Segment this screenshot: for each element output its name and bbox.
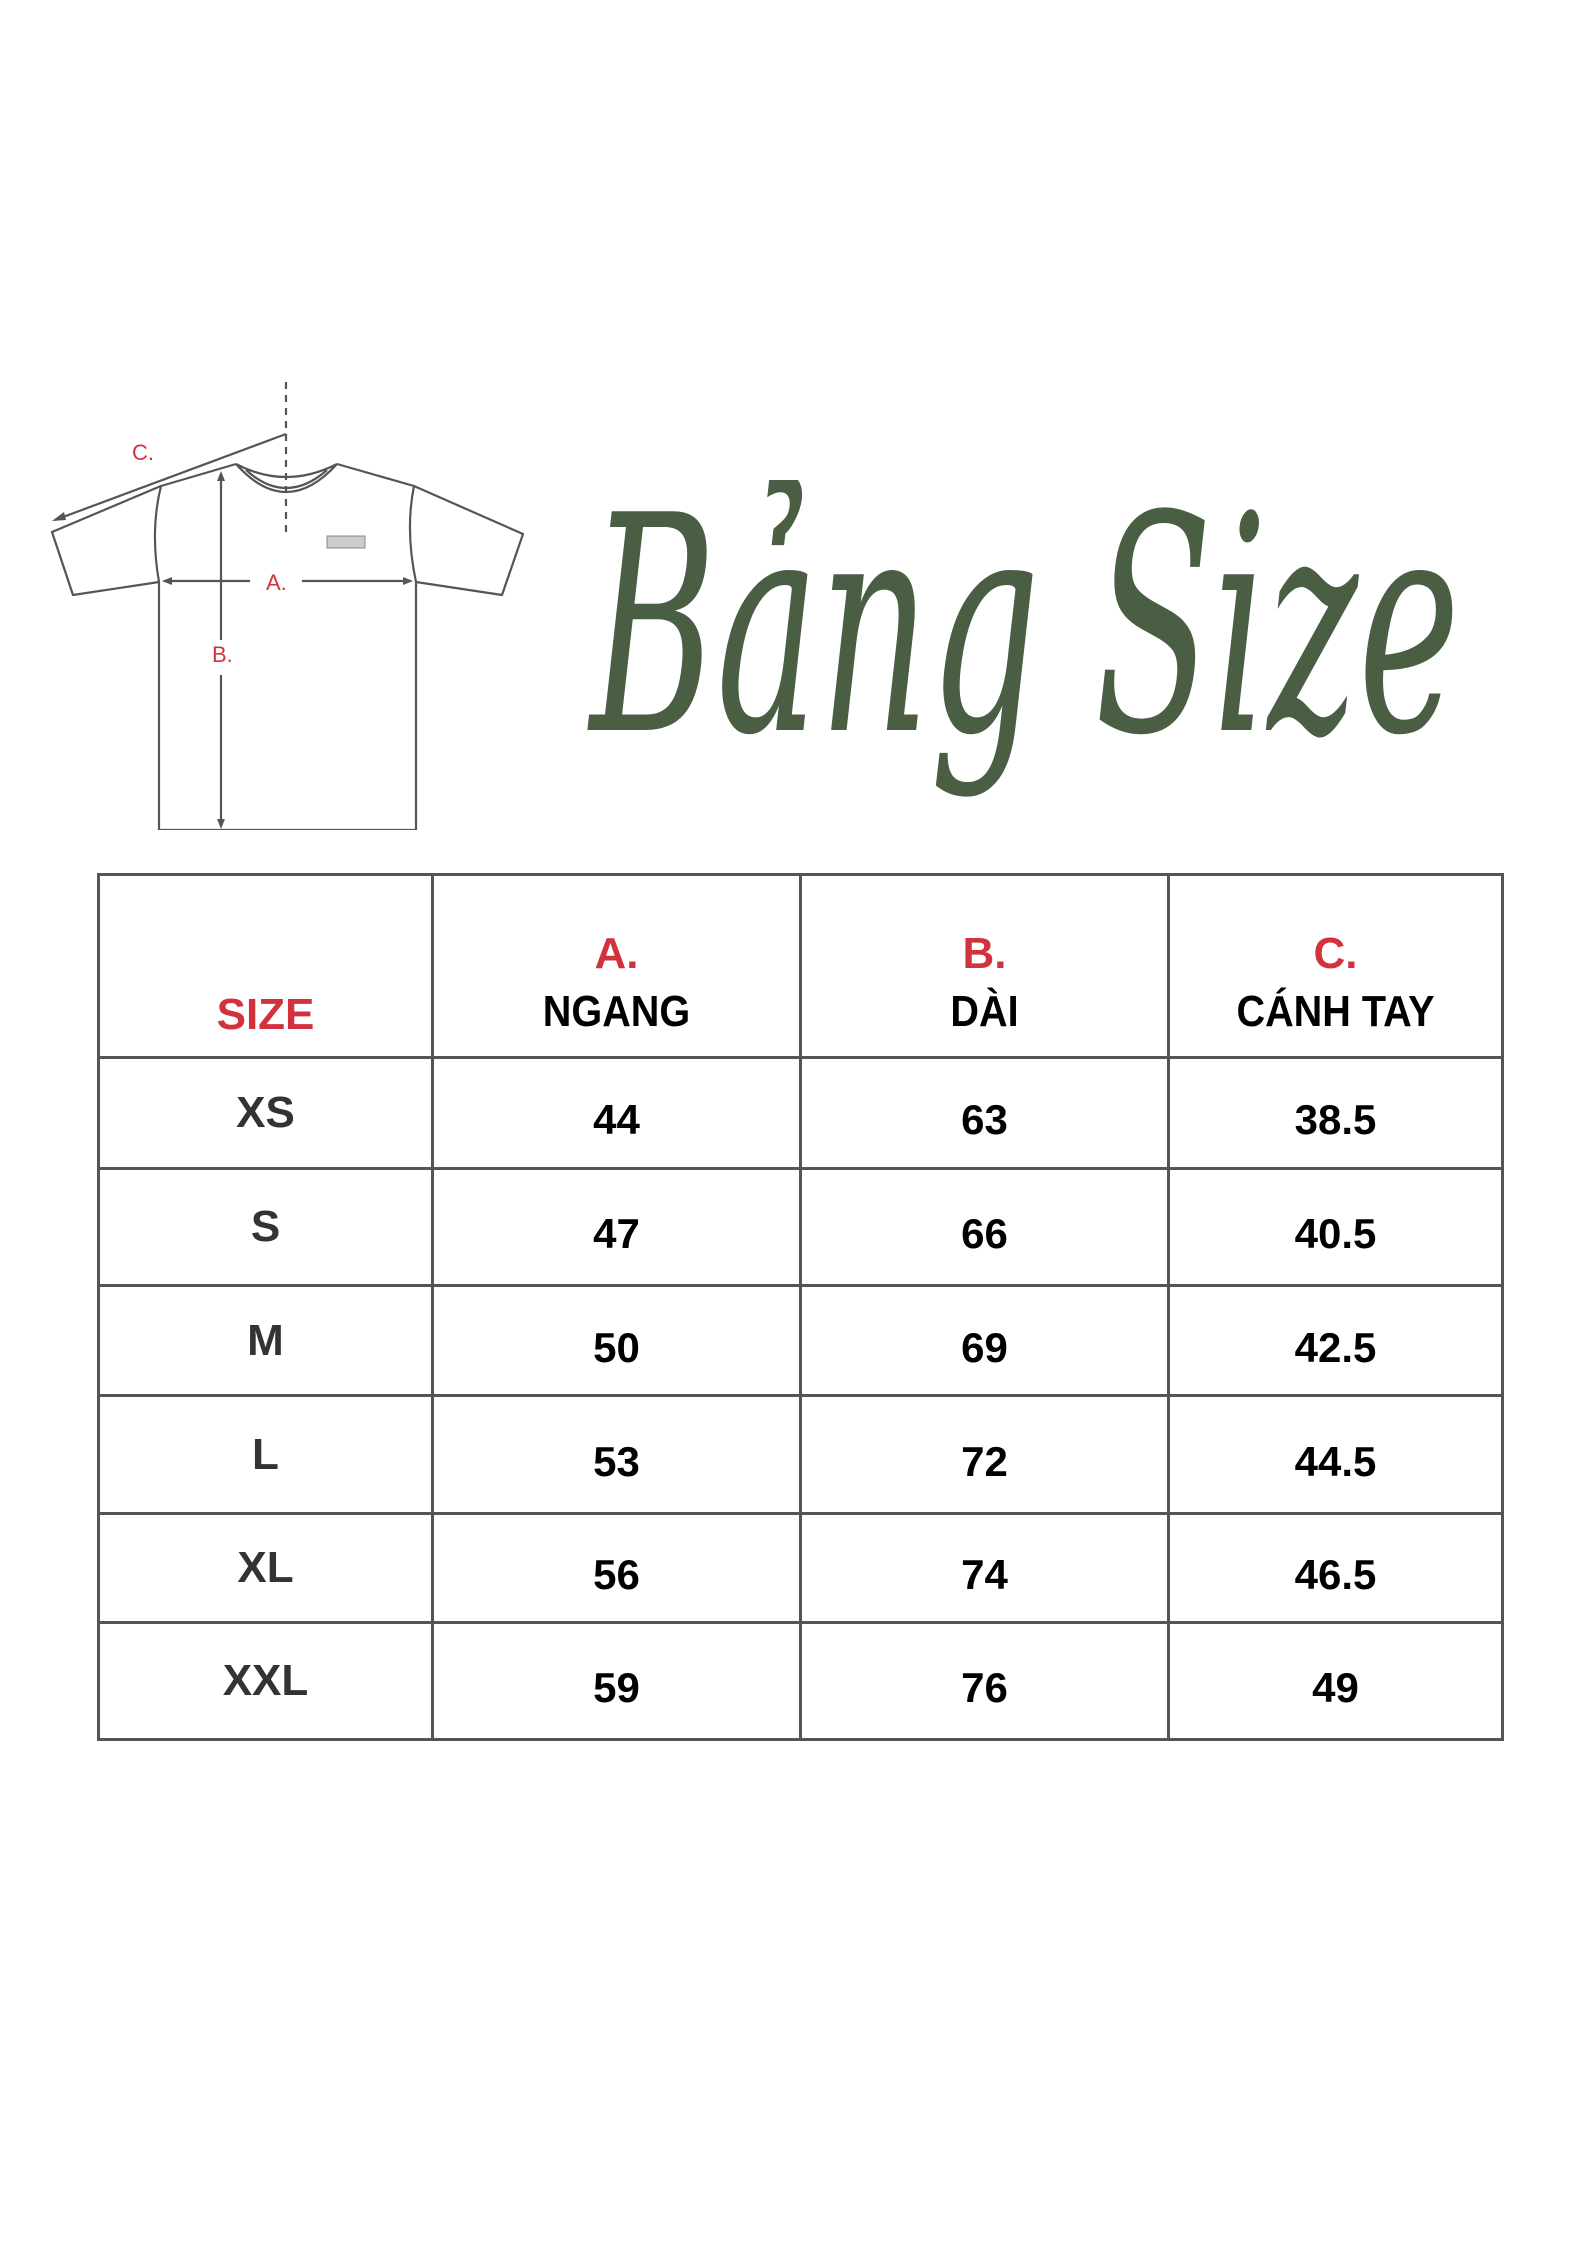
size-cell: XL [97,1512,434,1624]
header-label: NGANG [542,987,691,1036]
table-header-row: SIZE A. NGANG B. DÀI C. CÁNH TAY [97,873,1504,1059]
table-row: L 53 72 44.5 [97,1394,1504,1515]
size-chart-table: SIZE A. NGANG B. DÀI C. CÁNH TAY XS 44 63 38.5… [97,873,1504,1741]
label-a: A. [266,570,287,595]
arrow-icon [217,471,225,481]
ngang-cell: 44 [431,1056,802,1170]
table-row: XL 56 74 46.5 [97,1512,1504,1624]
ngang-cell: 47 [431,1167,802,1287]
ngang-cell: 50 [431,1284,802,1397]
ngang-cell: 59 [431,1621,802,1741]
logo-tag [326,535,366,549]
canh-tay-cell: 49 [1167,1621,1504,1741]
table-row: XS 44 63 38.5 [97,1056,1504,1170]
page-title: Bảng Size [587,480,1460,800]
shirt-outline [50,462,525,830]
label-c: C. [132,440,154,465]
dai-cell: 69 [799,1284,1170,1397]
dai-cell: 66 [799,1167,1170,1287]
sleeve-measure-line [54,432,287,522]
canh-tay-cell: 42.5 [1167,1284,1504,1397]
dai-cell: 72 [799,1394,1170,1515]
header-letter: B. [962,929,1007,978]
size-cell: XS [97,1056,434,1170]
table-row: S 47 66 40.5 [97,1167,1504,1287]
title-text: Bảng Size [587,480,1460,800]
ngang-cell: 56 [431,1512,802,1624]
header-label: SIZE [216,990,315,1039]
dai-cell: 76 [799,1621,1170,1741]
header-ngang: A. NGANG [431,873,802,1059]
header-dai: B. DÀI [799,873,1170,1059]
arrow-icon [217,819,225,829]
size-cell: S [97,1167,434,1287]
header-label: DÀI [950,987,1019,1036]
header-label: CÁNH TAY [1236,987,1435,1036]
canh-tay-cell: 44.5 [1167,1394,1504,1515]
size-cell: L [97,1394,434,1515]
size-cell: M [97,1284,434,1397]
label-b: B. [212,642,233,667]
arrow-icon [52,512,66,521]
dai-cell: 74 [799,1512,1170,1624]
ngang-cell: 53 [431,1394,802,1515]
tshirt-measurement-diagram: C. A. B. [50,382,525,830]
canh-tay-cell: 46.5 [1167,1512,1504,1624]
arrow-icon [162,577,172,585]
canh-tay-cell: 38.5 [1167,1056,1504,1170]
table-row: M 50 69 42.5 [97,1284,1504,1397]
header-size: SIZE [97,873,434,1059]
table-row: XXL 59 76 49 [97,1621,1504,1741]
arrow-icon [403,577,413,585]
dai-cell: 63 [799,1056,1170,1170]
size-cell: XXL [97,1621,434,1741]
header-letter: A. [594,929,639,978]
header-canh-tay: C. CÁNH TAY [1167,873,1504,1059]
canh-tay-cell: 40.5 [1167,1167,1504,1287]
header-letter: C. [1313,929,1358,978]
